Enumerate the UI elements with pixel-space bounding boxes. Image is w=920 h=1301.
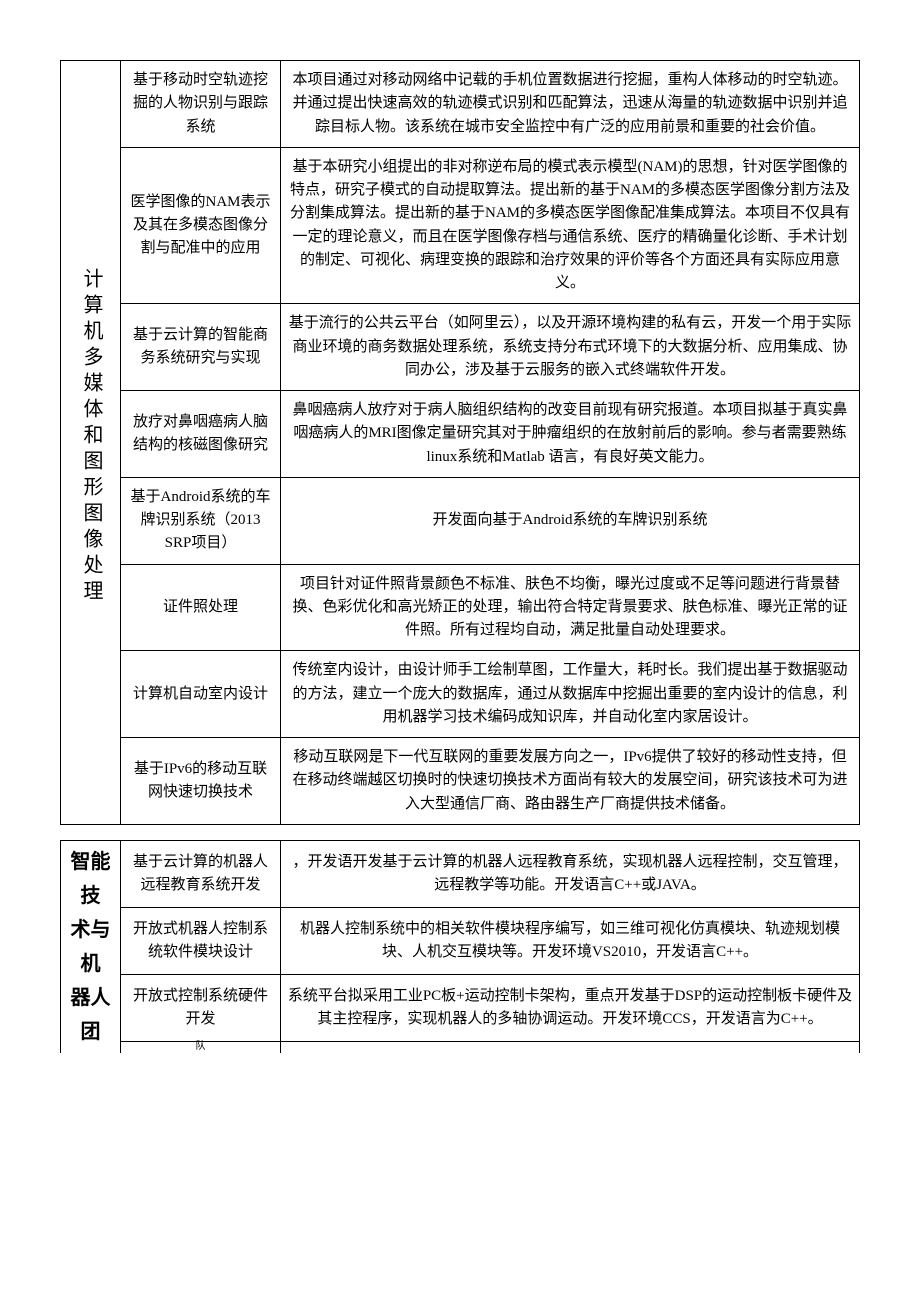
table-row: 开放式机器人控制系统软件模块设计 机器人控制系统中的相关软件模块程序编写，如三维… — [61, 907, 860, 974]
category-line: 智能技 — [63, 845, 118, 913]
table-row: 证件照处理 项目针对证件照背景颜色不标准、肤色不均衡，曝光过度或不足等问题进行背… — [61, 564, 860, 651]
project-title: 证件照处理 — [121, 564, 281, 651]
category-line: 术与机 — [63, 913, 118, 981]
table-row: 医学图像的NAM表示及其在多模态图像分割与配准中的应用 基于本研究小组提出的非对… — [61, 147, 860, 304]
project-title: 放疗对鼻咽癌病人脑结构的核磁图像研究 — [121, 391, 281, 478]
project-title: 计算机自动室内设计 — [121, 651, 281, 738]
table-row: 开放式控制系统硬件开发 系统平台拟采用工业PC板+运动控制卡架构，重点开发基于D… — [61, 975, 860, 1042]
project-desc: 鼻咽癌病人放疗对于病人脑组织结构的改变目前现有研究报道。本项目拟基于真实鼻咽癌病… — [281, 391, 860, 478]
table-row: 基于IPv6的移动互联网快速切换技术 移动互联网是下一代互联网的重要发展方向之一… — [61, 738, 860, 825]
project-desc: 本项目通过对移动网络中记载的手机位置数据进行挖掘，重构人体移动的时空轨迹。并通过… — [281, 61, 860, 148]
project-title: 基于云计算的智能商务系统研究与实现 — [121, 304, 281, 391]
table-row: 基于云计算的智能商务系统研究与实现 基于流行的公共云平台（如阿里云），以及开源环… — [61, 304, 860, 391]
cut-text: 队 — [121, 1042, 281, 1053]
section-gap — [61, 824, 860, 840]
category-line: 器人团 — [63, 981, 118, 1049]
project-desc: 基于流行的公共云平台（如阿里云），以及开源环境构建的私有云，开发一个用于实际商业… — [281, 304, 860, 391]
project-desc: 基于本研究小组提出的非对称逆布局的模式表示模型(NAM)的思想，针对医学图像的特… — [281, 147, 860, 304]
project-title: 开放式机器人控制系统软件模块设计 — [121, 907, 281, 974]
project-desc: 机器人控制系统中的相关软件模块程序编写，如三维可视化仿真模块、轨迹规划模块、人机… — [281, 907, 860, 974]
table-row-cut: 队 — [61, 1042, 860, 1053]
table-row: 智能技 术与机 器人团 基于云计算的机器人远程教育系统开发 ，开发语开发基于云计… — [61, 840, 860, 907]
project-title: 基于IPv6的移动互联网快速切换技术 — [121, 738, 281, 825]
project-title: 基于Android系统的车牌识别系统（2013 SRP项目） — [121, 477, 281, 564]
projects-table: 计算机多媒体和图形图像处理 基于移动时空轨迹挖掘的人物识别与跟踪系统 本项目通过… — [60, 60, 860, 1053]
project-desc: ，开发语开发基于云计算的机器人远程教育系统，实现机器人远程控制，交互管理，远程教… — [281, 840, 860, 907]
cut-cell — [281, 1042, 860, 1053]
project-title: 医学图像的NAM表示及其在多模态图像分割与配准中的应用 — [121, 147, 281, 304]
project-desc: 传统室内设计，由设计师手工绘制草图，工作量大，耗时长。我们提出基于数据驱动的方法… — [281, 651, 860, 738]
category-cell-multimedia: 计算机多媒体和图形图像处理 — [61, 61, 121, 825]
category-cell-robotics: 智能技 术与机 器人团 — [61, 840, 121, 1053]
project-desc: 移动互联网是下一代互联网的重要发展方向之一，IPv6提供了较好的移动性支持，但在… — [281, 738, 860, 825]
project-desc: 项目针对证件照背景颜色不标准、肤色不均衡，曝光过度或不足等问题进行背景替换、色彩… — [281, 564, 860, 651]
project-desc: 开发面向基于Android系统的车牌识别系统 — [281, 477, 860, 564]
category-label: 计算机多媒体和图形图像处理 — [75, 268, 106, 606]
project-title: 开放式控制系统硬件开发 — [121, 975, 281, 1042]
project-title: 基于云计算的机器人远程教育系统开发 — [121, 840, 281, 907]
table-row: 计算机自动室内设计 传统室内设计，由设计师手工绘制草图，工作量大，耗时长。我们提… — [61, 651, 860, 738]
table-row: 基于Android系统的车牌识别系统（2013 SRP项目） 开发面向基于And… — [61, 477, 860, 564]
document-page: 计算机多媒体和图形图像处理 基于移动时空轨迹挖掘的人物识别与跟踪系统 本项目通过… — [0, 0, 920, 1053]
table-row: 计算机多媒体和图形图像处理 基于移动时空轨迹挖掘的人物识别与跟踪系统 本项目通过… — [61, 61, 860, 148]
project-desc: 系统平台拟采用工业PC板+运动控制卡架构，重点开发基于DSP的运动控制板卡硬件及… — [281, 975, 860, 1042]
project-title: 基于移动时空轨迹挖掘的人物识别与跟踪系统 — [121, 61, 281, 148]
table-row: 放疗对鼻咽癌病人脑结构的核磁图像研究 鼻咽癌病人放疗对于病人脑组织结构的改变目前… — [61, 391, 860, 478]
